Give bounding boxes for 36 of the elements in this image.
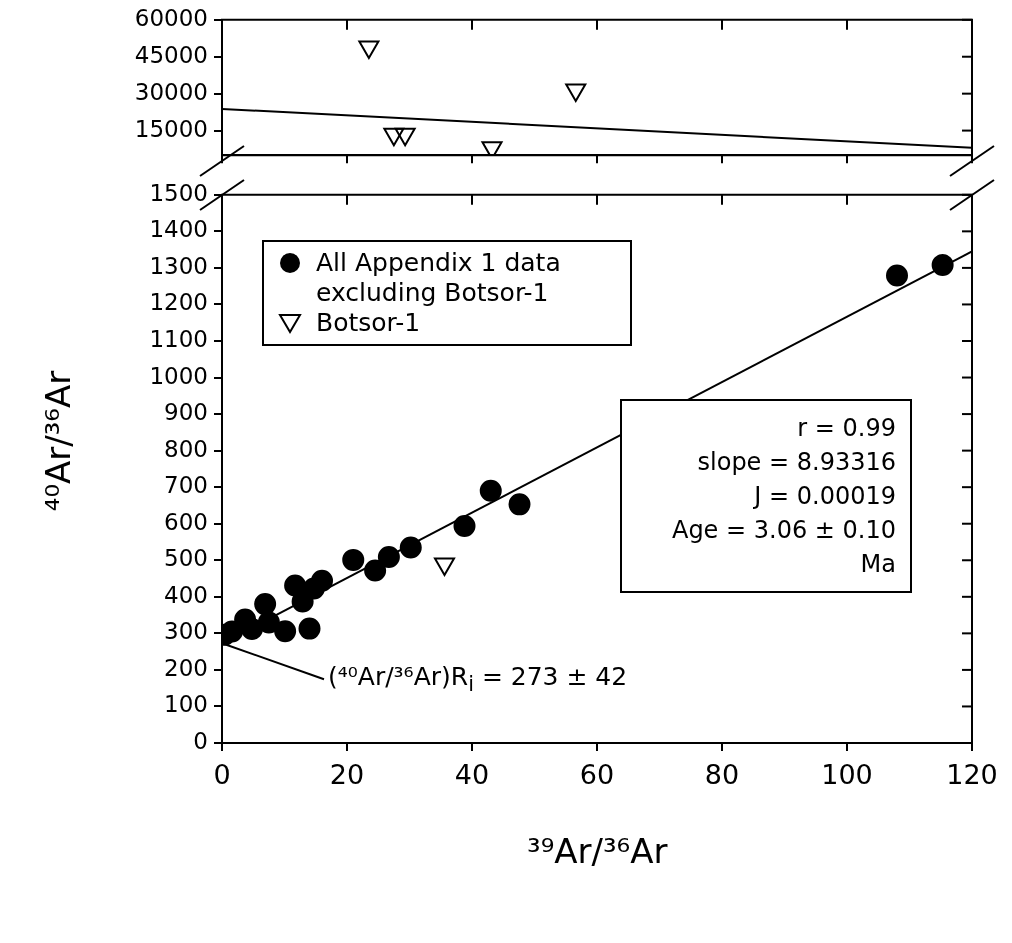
y-tick-label: 800 — [164, 435, 208, 462]
annotation: J = 0.00019 — [752, 481, 896, 512]
y-tick-label: 500 — [164, 545, 208, 572]
y-tick-label: 1000 — [149, 362, 208, 389]
x-tick-label: 100 — [821, 759, 873, 791]
y-tick-label: 1300 — [149, 252, 208, 279]
annotation: Age = 3.06 ± 0.10 Ma — [670, 515, 896, 580]
y-tick-label: 200 — [164, 654, 208, 681]
x-tick-label: 40 — [454, 759, 490, 791]
x-tick-label: 80 — [704, 759, 740, 791]
annotation: r = 0.99 — [796, 413, 896, 444]
y-tick-label: 45000 — [134, 41, 208, 68]
y-tick-label: 300 — [164, 618, 208, 645]
x-axis-title: ³⁹Ar/³⁶Ar — [527, 831, 668, 871]
x-tick-label: 60 — [579, 759, 615, 791]
y-tick-label: 100 — [164, 691, 208, 718]
x-tick-label: 120 — [946, 759, 998, 791]
y-tick-label: 400 — [164, 581, 208, 608]
y-tick-label: 0 — [193, 727, 208, 754]
y-tick-label: 15000 — [134, 115, 208, 142]
legend-label: Botsor-1 — [316, 307, 422, 338]
annotation: (⁴⁰Ar/³⁶Ar)R$_{i}$ = 273 ± 42 — [328, 662, 628, 697]
y-tick-label: 60000 — [134, 4, 208, 31]
y-axis-title: ⁴⁰Ar/³⁶Ar — [38, 371, 79, 512]
y-tick-label: 900 — [164, 399, 208, 426]
y-tick-label: 30000 — [134, 78, 208, 105]
x-tick-label: 20 — [329, 759, 365, 791]
y-tick-label: 1500 — [149, 179, 208, 206]
y-tick-label: 1200 — [149, 289, 208, 316]
y-tick-label: 600 — [164, 508, 208, 535]
x-tick-label: 0 — [213, 759, 231, 791]
y-tick-label: 1400 — [149, 216, 208, 243]
annotation: slope = 8.93316 — [696, 447, 896, 478]
y-tick-label: 1100 — [149, 325, 208, 352]
legend-label: All Appendix 1 data excluding Botsor-1 — [316, 247, 562, 308]
y-tick-label: 700 — [164, 472, 208, 499]
